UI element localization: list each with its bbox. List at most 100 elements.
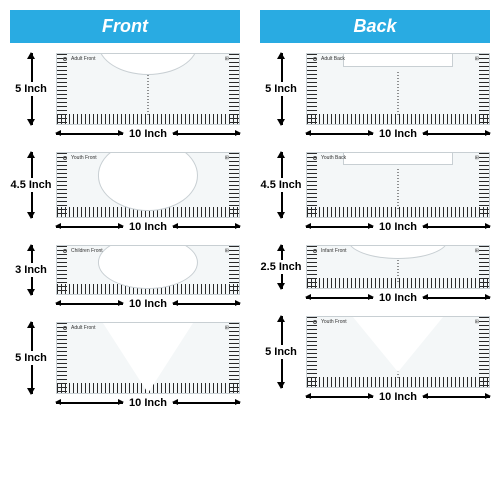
arrow-right-icon [423, 133, 490, 135]
tick-marks [307, 54, 317, 124]
ruler-row: 5 InchAdult Front⊞ [10, 322, 240, 394]
height-label: 5 Inch [15, 82, 47, 96]
arrow-right-icon [173, 402, 240, 404]
height-dimension: 4.5 Inch [260, 152, 302, 218]
height-label: 4.5 Inch [11, 178, 52, 192]
alignment-dot-icon [63, 156, 67, 160]
ruler-row: 4.5 InchYouth Back⊞ [260, 152, 490, 218]
ruler-row: 5 Inch Youth Front ⊞ [260, 316, 490, 388]
arrowhead-down-icon [277, 283, 285, 290]
arrowhead-up-icon [277, 151, 285, 158]
back-column: Back 5 InchAdult Back⊞10 Inch4.5 InchYou… [260, 10, 490, 490]
brand-icon: ⊞ [475, 56, 479, 62]
width-dimension: 10 Inch [10, 221, 240, 233]
width-dimension: 10 Inch [10, 128, 240, 140]
arrow-right-icon [423, 226, 490, 228]
neckline-round [348, 245, 448, 259]
ruler-block: 4.5 InchYouth Back⊞ 10 Inch [260, 152, 490, 233]
height-label: 5 Inch [265, 345, 297, 359]
arrow-left-icon [56, 303, 123, 305]
center-marks [398, 257, 399, 283]
neckline-round [98, 152, 198, 211]
height-dimension: 2.5 Inch [260, 245, 302, 289]
tick-marks [57, 153, 67, 217]
arrow-left-icon [306, 396, 373, 398]
alignment-dot-icon [313, 320, 317, 324]
ruler-name-label: Adult Front [71, 56, 95, 62]
width-label: 10 Inch [379, 292, 417, 304]
arrowhead-down-icon [27, 212, 35, 219]
alignment-dot-icon [313, 57, 317, 61]
arrow-right-icon [173, 133, 240, 135]
ruler-row: 5 InchAdult Back⊞ [260, 53, 490, 125]
brand-icon: ⊞ [475, 248, 479, 254]
neckline-straight [343, 153, 452, 165]
ruler-row: 2.5 Inch Infant Front ⊞ [260, 245, 490, 289]
width-label: 10 Inch [379, 221, 417, 233]
arrowhead-down-icon [27, 388, 35, 395]
ruler-block: 2.5 Inch Infant Front ⊞ 10 Inch [260, 245, 490, 304]
brand-icon: ⊞ [225, 56, 229, 62]
tick-marks [307, 153, 317, 217]
height-dimension: 5 Inch [10, 53, 52, 125]
arrow-left-icon [56, 402, 123, 404]
width-label: 10 Inch [379, 128, 417, 140]
ruler-row: 3 Inch Children Front⊞ [10, 245, 240, 295]
arrow-right-icon [173, 226, 240, 228]
ruler-template: Adult Front ⊞ [56, 53, 240, 125]
ruler-name-label: Youth Front [71, 155, 97, 161]
ruler-block: 5 InchAdult Back⊞ 10 Inch [260, 53, 490, 140]
alignment-dot-icon [313, 249, 317, 253]
ruler-name-label: Infant Front [321, 248, 347, 254]
ruler-template: Adult Front⊞ [56, 322, 240, 394]
ruler-template: Youth Front ⊞ [56, 152, 240, 218]
back-header: Back [260, 10, 490, 43]
brand-icon: ⊞ [225, 155, 229, 161]
arrowhead-up-icon [27, 321, 35, 328]
width-dimension: 10 Inch [10, 298, 240, 310]
height-label: 3 Inch [15, 263, 47, 277]
neckline-round [98, 245, 198, 289]
ruler-block: 4.5 Inch Youth Front ⊞ 10 Inch [10, 152, 240, 233]
tick-marks [307, 317, 317, 387]
ruler-block: 5 InchAdult Front⊞ 10 Inch [10, 322, 240, 409]
width-label: 10 Inch [129, 298, 167, 310]
arrow-left-icon [306, 133, 373, 135]
width-label: 10 Inch [379, 391, 417, 403]
width-dimension: 10 Inch [260, 391, 490, 403]
center-marks [398, 169, 399, 209]
arrow-right-icon [423, 297, 490, 299]
ruler-template: Children Front⊞ [56, 245, 240, 295]
height-dimension: 5 Inch [260, 53, 302, 125]
neckline-round [98, 53, 198, 75]
tick-marks [229, 153, 239, 217]
brand-icon: ⊞ [475, 155, 479, 161]
alignment-dot-icon [313, 156, 317, 160]
back-rulers: 5 InchAdult Back⊞10 Inch4.5 InchYouth Ba… [260, 53, 490, 415]
arrowhead-down-icon [277, 382, 285, 389]
ruler-name-label: Youth Front [321, 319, 347, 325]
arrow-right-icon [423, 396, 490, 398]
front-column: Front 5 InchAdult Front⊞10 Inch4.5 InchY… [10, 10, 240, 490]
ruler-template: Youth Front ⊞ [306, 316, 490, 388]
neckline-straight [343, 54, 452, 67]
tick-marks [479, 246, 489, 288]
arrow-right-icon [173, 303, 240, 305]
width-dimension: 10 Inch [260, 128, 490, 140]
tick-marks [229, 54, 239, 124]
arrowhead-up-icon [277, 244, 285, 251]
alignment-dot-icon [63, 57, 67, 61]
width-label: 10 Inch [129, 128, 167, 140]
height-label: 2.5 Inch [261, 260, 302, 274]
alignment-dot-icon [63, 326, 67, 330]
arrow-left-icon [306, 226, 373, 228]
arrowhead-down-icon [277, 212, 285, 219]
brand-icon: ⊞ [475, 319, 479, 325]
arrowhead-down-icon [27, 119, 35, 126]
center-marks [148, 72, 149, 116]
tick-marks [229, 246, 239, 294]
ruler-template: Adult Back⊞ [306, 53, 490, 125]
width-label: 10 Inch [129, 397, 167, 409]
tick-marks [57, 323, 67, 393]
front-header: Front [10, 10, 240, 43]
